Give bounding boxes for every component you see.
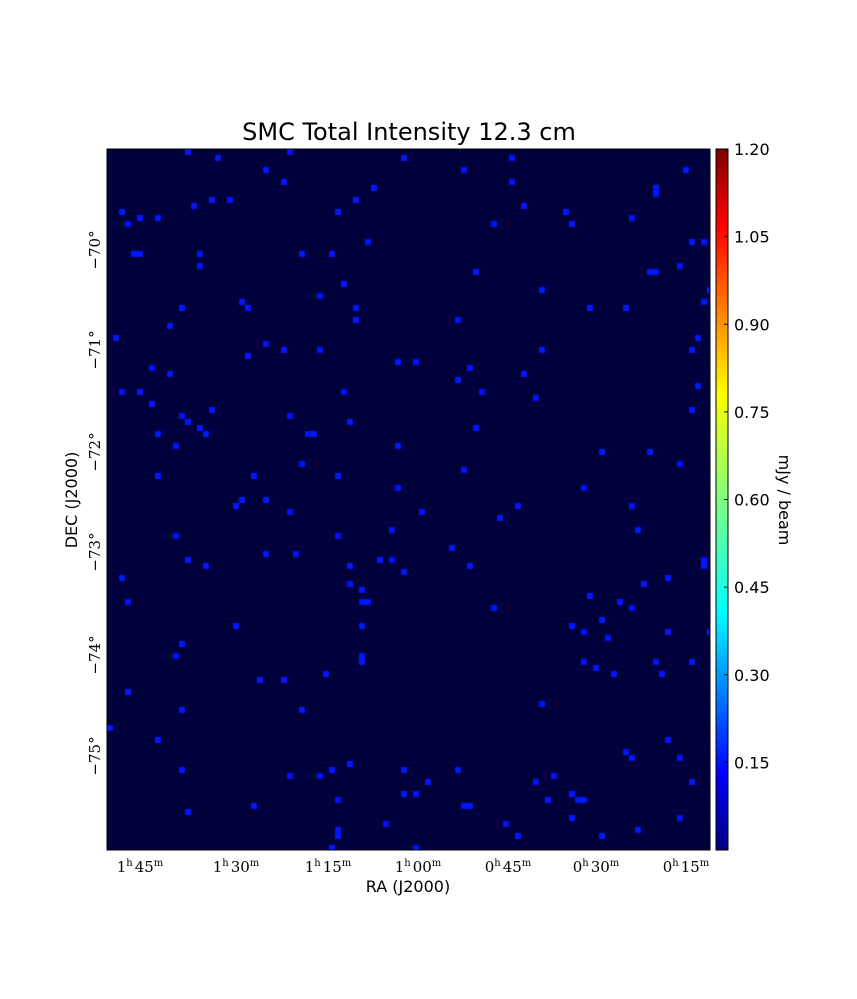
y-tick-label: −74° (86, 635, 104, 674)
colorbar-tick-label: 0.15 (734, 753, 770, 772)
plot-area (0, 0, 857, 850)
y-axis-label: DEC (J2000) (62, 452, 81, 549)
x-axis-label: RA (J2000) (366, 877, 450, 896)
dec-grid-line (0, 0, 857, 98)
dec-grid-line (0, 0, 857, 2)
colorbar-tick-label: 0.60 (734, 491, 770, 510)
x-tick-label: 0h 30m (573, 858, 620, 876)
intensity-map (107, 149, 710, 850)
colorbar-tick-label: 0.30 (734, 666, 770, 685)
x-axis-ticks: 1h 45m 1h 30m 1h 15m 1h 00m 0h 45m 0h 30m 0h 15m (117, 858, 710, 876)
colorbar-tick-label: 0.45 (734, 578, 770, 597)
colorbar-tick-label: 1.05 (734, 228, 770, 247)
ra-grid-line (0, 0, 31, 159)
x-tick-label: 1h 00m (395, 858, 442, 876)
ra-grid-line (805, 0, 857, 159)
y-tick-label: −70° (86, 230, 104, 269)
colorbar-tick-label: 0.75 (734, 403, 770, 422)
x-tick-label: 0h 45m (485, 858, 532, 876)
colorbar-label: mJy / beam (775, 455, 794, 546)
x-tick-label: 1h 45m (117, 858, 164, 876)
colorbar-tick-label: 0.90 (734, 315, 770, 334)
y-tick-label: −73° (86, 532, 104, 571)
colorbar-tick-label: 1.20 (734, 140, 770, 159)
x-tick-label: 1h 15m (305, 858, 352, 876)
x-tick-label: 1h 30m (213, 858, 260, 876)
y-axis-ticks: −70° −71° −72° −73° −74° −75° (86, 230, 104, 775)
y-tick-label: −71° (86, 330, 104, 369)
y-tick-label: −72° (86, 432, 104, 471)
x-tick-label: 0h 15m (663, 858, 710, 876)
colorbar-ticks: 0.15 0.30 0.45 0.60 0.75 0.90 1.05 1.20 (724, 140, 770, 772)
y-tick-label: −75° (86, 736, 104, 775)
chart-title: SMC Total Intensity 12.3 cm (242, 118, 576, 146)
plot-frame (106, 148, 711, 851)
